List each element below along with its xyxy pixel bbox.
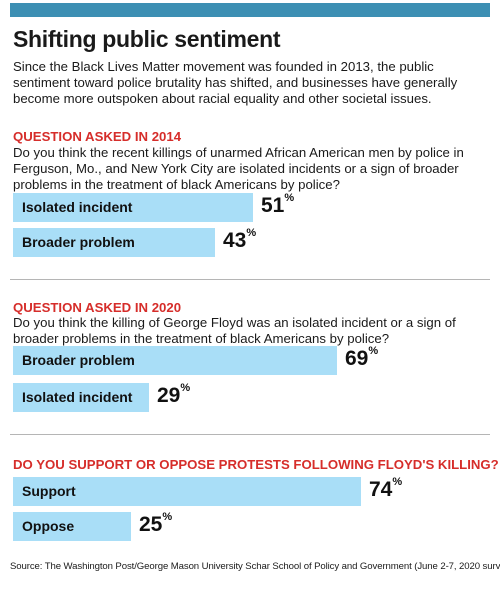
section-divider bbox=[10, 279, 490, 280]
bar bbox=[13, 228, 215, 257]
bar bbox=[13, 383, 149, 412]
section-divider bbox=[10, 434, 490, 435]
bar-value-label: 51% bbox=[261, 192, 295, 217]
bar-row: Oppose 25% bbox=[13, 511, 191, 541]
bar bbox=[13, 193, 253, 222]
question-heading: QUESTION ASKED IN 2014 bbox=[13, 129, 182, 144]
bar-value-label: 25% bbox=[139, 511, 173, 536]
question-text: Do you think the recent killings of unar… bbox=[13, 145, 464, 192]
bar-row: Support 74% bbox=[13, 476, 421, 506]
bar-value-label: 43% bbox=[223, 227, 257, 252]
bar-label: Isolated incident bbox=[22, 389, 133, 405]
bar-label: Isolated incident bbox=[22, 199, 133, 215]
question-heading: DO YOU SUPPORT OR OPPOSE PROTESTS FOLLOW… bbox=[13, 457, 499, 472]
bar-value-label: 69% bbox=[345, 345, 379, 370]
bar-row: Broader problem 69% bbox=[13, 345, 397, 375]
top-accent-bar bbox=[10, 3, 490, 17]
bar-value-label: 74% bbox=[369, 476, 403, 501]
question-text: Do you think the killing of George Floyd… bbox=[13, 315, 456, 346]
bar-label: Oppose bbox=[22, 518, 75, 534]
bar-value-label: 29% bbox=[157, 382, 191, 407]
bar-label: Broader problem bbox=[22, 234, 135, 250]
bar-row: Isolated incident 51% bbox=[13, 192, 313, 222]
page-title: Shifting public sentiment bbox=[13, 26, 281, 52]
bar bbox=[13, 477, 361, 506]
bar-row: Isolated incident 29% bbox=[13, 382, 209, 412]
intro-text: Since the Black Lives Matter movement wa… bbox=[13, 59, 458, 106]
bar-label: Broader problem bbox=[22, 352, 135, 368]
bar-row: Broader problem 43% bbox=[13, 227, 275, 257]
bar bbox=[13, 512, 131, 541]
question-heading: QUESTION ASKED IN 2020 bbox=[13, 300, 182, 315]
source-note: Source: The Washington Post/George Mason… bbox=[10, 561, 500, 572]
bar-label: Support bbox=[22, 483, 76, 499]
bar bbox=[13, 346, 337, 375]
